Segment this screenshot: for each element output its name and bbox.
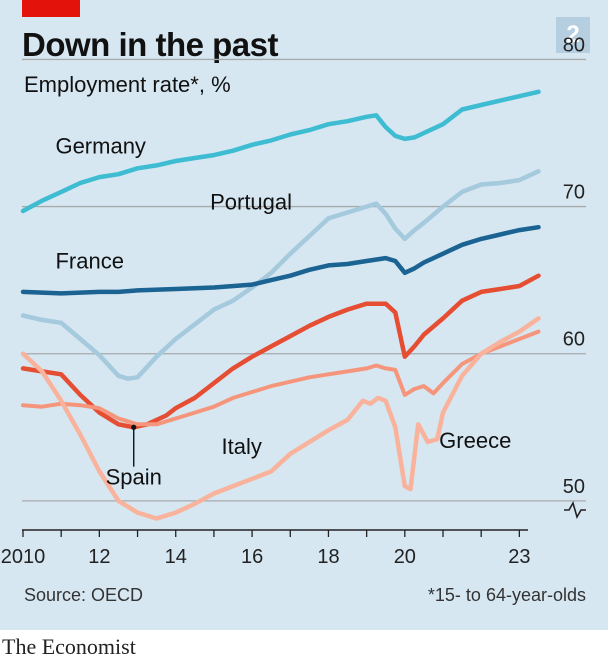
leader-dot-spain: [131, 424, 137, 430]
series-line-germany: [20, 89, 541, 214]
series-label-italy: Italy: [222, 434, 262, 459]
axis-break-icon: [564, 500, 586, 520]
series-labels: Germany Portugal France Italy Greece Spain: [55, 134, 511, 490]
chart-title: Down in the past: [22, 26, 279, 63]
y-axis-labels: 50 60 70 80: [563, 34, 585, 497]
y-tick-label-80: 80: [563, 34, 585, 56]
series-label-spain: Spain: [106, 465, 162, 490]
series-line-spain: [20, 273, 541, 430]
x-tick-label-18: 18: [317, 546, 339, 568]
chart-subtitle: Employment rate*, %: [24, 72, 231, 97]
x-tick-label-14: 14: [165, 546, 187, 568]
x-tick-label-23: 23: [508, 546, 530, 568]
y-tick-label-50: 50: [563, 476, 585, 498]
chart-card: [0, 0, 608, 630]
series-line-france: [20, 224, 541, 296]
series-line-italy: [21, 329, 541, 427]
x-tick-label-12: 12: [88, 546, 110, 568]
footnote: *15- to 64-year-olds: [427, 585, 586, 605]
series-label-france: France: [55, 248, 123, 273]
source-note: Source: OECD: [24, 585, 144, 605]
series-lines: [20, 89, 541, 521]
economist-logo: The Economist: [2, 634, 136, 659]
series-label-portugal: Portugal: [210, 190, 292, 215]
series-line-greece: [20, 316, 541, 521]
series-label-germany: Germany: [55, 134, 145, 159]
x-tick-label-16: 16: [241, 546, 263, 568]
chart-number-badge: 2: [556, 17, 590, 53]
employment-line-chart: 50 60 70 80 Germany Portugal France Italy Greec…: [1, 34, 586, 568]
series-label-greece: Greece: [439, 428, 511, 453]
y-tick-label-60: 60: [563, 329, 585, 351]
x-axis: 2010 12 14 16 18 20 23: [1, 529, 530, 568]
economist-red-tag: [22, 0, 80, 17]
x-tick-label-20: 20: [394, 546, 416, 568]
x-tick-label-2010: 2010: [1, 546, 46, 568]
y-tick-label-70: 70: [563, 182, 585, 204]
series-line-portugal: [20, 169, 541, 381]
